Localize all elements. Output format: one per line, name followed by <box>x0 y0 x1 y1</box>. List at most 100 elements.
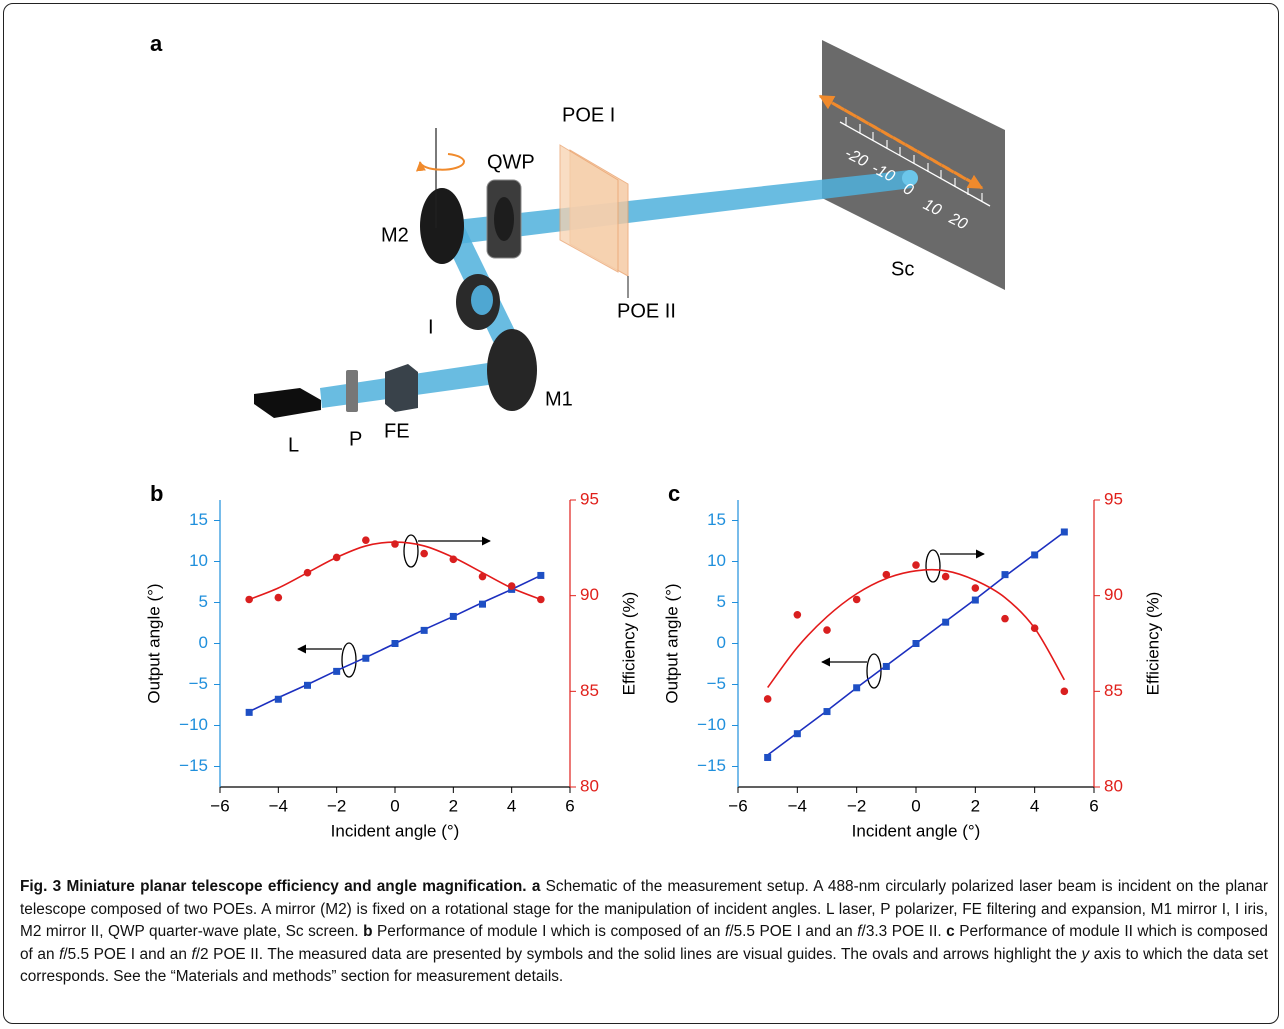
component-label: POE II <box>617 300 676 322</box>
y-tick-label: 0 <box>199 633 208 652</box>
data-point <box>537 595 545 604</box>
figure-caption: Fig. 3 Miniature planar telescope effici… <box>20 876 1268 989</box>
x-axis-label: Incident angle (°) <box>331 821 460 840</box>
mirror-m1 <box>487 329 537 411</box>
x-tick-label: 2 <box>971 796 980 815</box>
y-tick-label: 15 <box>707 510 726 529</box>
data-point <box>823 626 831 634</box>
y2-tick-label: 85 <box>580 681 599 700</box>
component-label: POE I <box>562 104 615 126</box>
x-tick-label: 4 <box>1030 796 1039 815</box>
caption-text: Schematic of the measurement setup. A 48… <box>20 878 1268 940</box>
y2-axis-label: Efficiency (%) <box>619 592 638 696</box>
data-point <box>882 570 891 579</box>
data-point <box>245 595 253 604</box>
caption-text: Fig. 3 Miniature planar telescope effici… <box>20 878 527 895</box>
y-tick-label: 10 <box>707 551 726 570</box>
caption-text: a <box>526 878 541 895</box>
component-label: M2 <box>381 224 409 246</box>
data-point <box>304 681 311 689</box>
y-tick-label: −15 <box>179 756 208 775</box>
data-point <box>1060 687 1069 696</box>
y-tick-label: −5 <box>189 674 208 693</box>
figure: a POE I QWP M2 Sc POE II I M1 L P FE -20… <box>144 31 1162 841</box>
data-point <box>971 596 979 604</box>
caption-text: Performance of module II which is compos… <box>20 923 1268 963</box>
y2-tick-label: 80 <box>580 776 599 795</box>
qwp-aperture <box>494 197 514 241</box>
caption-text: /5.5 POE I and an <box>63 945 192 963</box>
data-point <box>1001 571 1009 579</box>
x-tick-label: −2 <box>847 796 866 815</box>
caption-text: f <box>857 923 862 940</box>
x-tick-label: 6 <box>1089 796 1098 815</box>
caption-text: c <box>946 923 955 940</box>
y-tick-label: −5 <box>707 674 726 693</box>
data-point <box>362 654 370 662</box>
y-tick-label: 15 <box>189 510 208 529</box>
y2-tick-label: 95 <box>1104 489 1123 508</box>
iris-aperture <box>471 285 493 315</box>
data-point <box>479 600 486 608</box>
laser <box>254 388 321 418</box>
caption-text: b <box>363 923 373 940</box>
x-axis-label: Incident angle (°) <box>852 821 981 840</box>
setup-diagram <box>254 40 1005 418</box>
component-label: I <box>428 316 434 338</box>
caption-text: y <box>1081 945 1090 963</box>
screen-scale-ticks <box>845 117 983 202</box>
mirror-m2 <box>420 188 464 264</box>
y-tick-label: 10 <box>189 551 208 570</box>
caption-text: /2 POE II. The measured data are present… <box>195 945 1082 963</box>
y2-tick-label: 80 <box>1104 776 1123 795</box>
data-point <box>1030 624 1039 632</box>
data-point <box>823 708 831 716</box>
data-point <box>764 753 772 761</box>
scan-arrow <box>819 94 984 190</box>
panel-label: b <box>150 481 163 506</box>
screen-scale <box>839 121 991 207</box>
data-point <box>274 593 283 602</box>
data-point <box>912 561 920 569</box>
x-tick-label: −4 <box>269 796 288 815</box>
x-tick-label: 0 <box>911 796 920 815</box>
panel-label: a <box>150 31 163 56</box>
x-tick-label: 4 <box>507 796 516 815</box>
data-point <box>941 572 950 581</box>
poe-1 <box>559 144 619 273</box>
y-tick-label: −15 <box>697 756 726 775</box>
x-tick-label: −2 <box>327 796 346 815</box>
y2-tick-label: 85 <box>1104 681 1123 700</box>
x-tick-label: 6 <box>565 796 574 815</box>
caption-text: f <box>725 923 730 940</box>
panel-label: c <box>668 481 680 506</box>
data-point <box>478 572 487 581</box>
y-tick-label: −10 <box>179 715 208 734</box>
data-point <box>274 695 282 703</box>
beam-spot <box>902 170 918 186</box>
y-axis-label: Output angle (°) <box>662 583 681 703</box>
data-point <box>853 684 861 692</box>
data-point <box>449 555 458 564</box>
component-label: FE <box>384 420 410 442</box>
fit-line <box>767 568 1066 688</box>
x-tick-label: −4 <box>788 796 807 815</box>
y-tick-label: 0 <box>717 633 726 652</box>
caption-text: f <box>59 945 64 963</box>
data-point <box>793 730 801 738</box>
screen <box>822 40 1005 290</box>
y2-tick-label: 90 <box>580 585 599 604</box>
data-point <box>1031 551 1039 559</box>
y2-axis-label: Efficiency (%) <box>1143 592 1162 696</box>
component-label: M1 <box>545 388 573 410</box>
data-point <box>852 595 861 604</box>
component-label: P <box>349 428 362 450</box>
data-point <box>942 618 950 626</box>
data-point <box>1001 614 1009 623</box>
filter-expander <box>385 364 418 412</box>
data-point <box>420 626 428 634</box>
y-tick-label: 5 <box>199 592 208 611</box>
data-point <box>537 571 545 579</box>
polarizer <box>346 370 358 412</box>
